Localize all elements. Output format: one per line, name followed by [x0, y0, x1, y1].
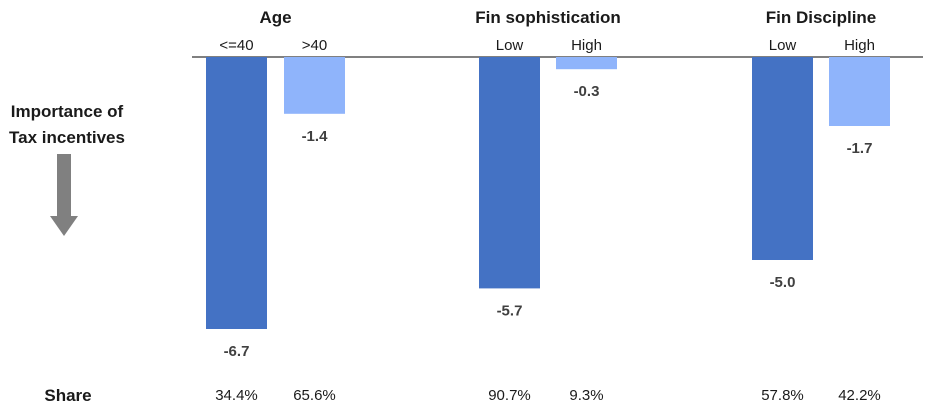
share-label: Share [44, 386, 91, 405]
group-title: Fin sophistication [475, 8, 620, 27]
bar [752, 57, 813, 260]
value-label: -1.7 [847, 140, 873, 157]
bar [284, 57, 345, 114]
y-axis-label: Importance of Tax incentives [9, 102, 125, 147]
value-label: -5.7 [497, 302, 523, 319]
category-label: Low [496, 37, 524, 54]
share-value: 65.6% [293, 387, 336, 404]
share-value: 90.7% [488, 387, 531, 404]
share-value: 9.3% [569, 387, 603, 404]
value-label: -1.4 [302, 128, 329, 145]
category-label: <=40 [219, 37, 253, 54]
value-label: -5.0 [770, 274, 796, 291]
bar-group-0: Age <=40 -6.7 34.4% >40 -1.4 65.6% [206, 8, 345, 404]
group-title: Age [259, 8, 291, 27]
y-axis-label-line-1: Importance of [11, 102, 124, 121]
bar-group-1: Fin sophistication Low -5.7 90.7% High -0.3 9.… [475, 8, 620, 404]
category-label: Low [769, 37, 797, 54]
y-axis-label-line-2: Tax incentives [9, 128, 125, 147]
bar [206, 57, 267, 329]
bar [479, 57, 540, 289]
category-label: High [844, 37, 875, 54]
value-label: -6.7 [224, 343, 250, 360]
bar [829, 57, 890, 126]
share-value: 57.8% [761, 387, 804, 404]
category-label: >40 [302, 37, 327, 54]
value-label: -0.3 [574, 83, 600, 100]
down-arrow-icon [50, 154, 78, 236]
group-title: Fin Discipline [766, 8, 877, 27]
share-value: 42.2% [838, 387, 881, 404]
share-value: 34.4% [215, 387, 258, 404]
bar [556, 57, 617, 70]
bar-group-2: Fin Discipline Low -5.0 57.8% High -1.7 42.2% [752, 8, 890, 404]
category-label: High [571, 37, 602, 54]
